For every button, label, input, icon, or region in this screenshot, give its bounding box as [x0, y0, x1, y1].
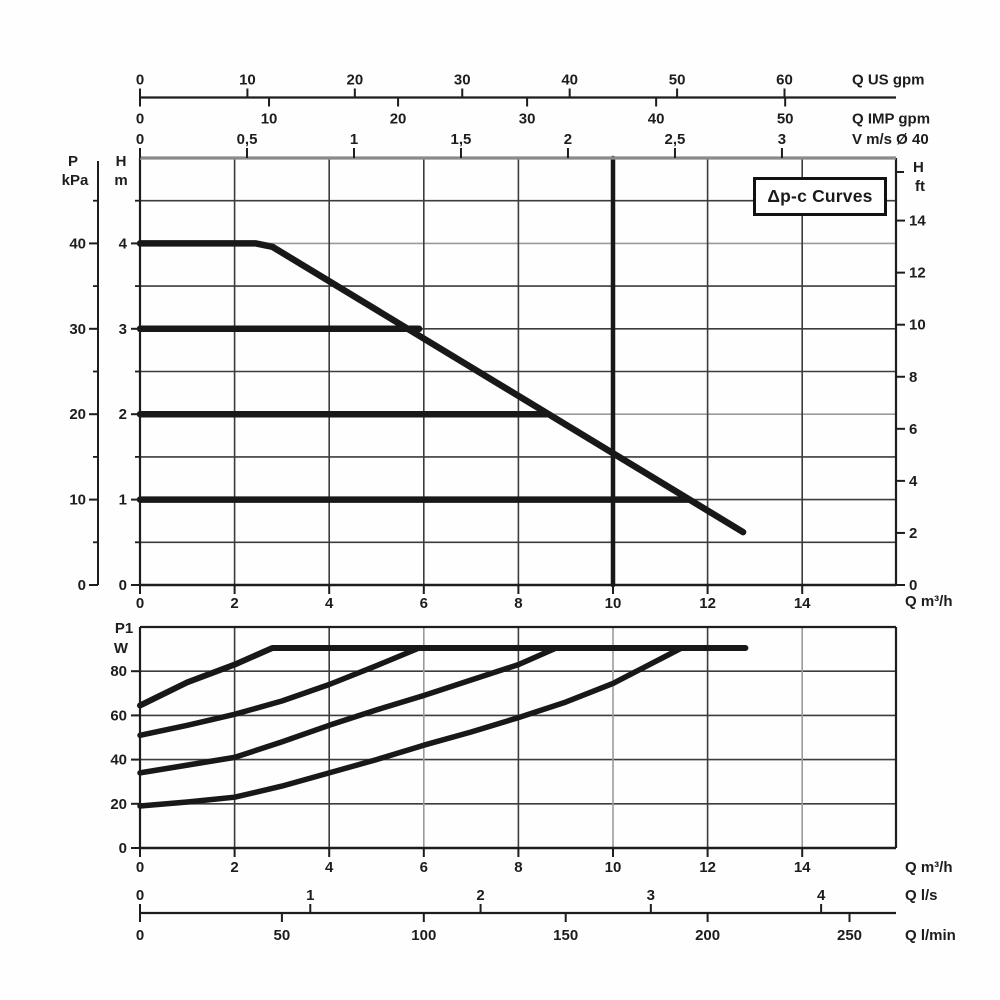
head-q-tick-label: 4: [325, 595, 334, 612]
imp-gpm-axis-title: Q IMP gpm: [852, 111, 930, 128]
h-ft-tick-label: 2: [909, 525, 917, 542]
ls-tick-label: 1: [306, 887, 314, 904]
h-m-axis-title: m: [114, 172, 127, 189]
p1-tick-label: 40: [110, 752, 127, 769]
h-ft-tick-label: 6: [909, 421, 917, 438]
velocity-tick-label: 2: [564, 131, 572, 148]
lmin-tick-label: 50: [274, 927, 291, 944]
h-m-tick-label: 1: [119, 492, 127, 509]
p1-tick-label: 80: [110, 663, 127, 680]
head-q-tick-label: 10: [605, 595, 622, 612]
head-q-tick-label: 2: [230, 595, 238, 612]
imp-gpm-tick-label: 50: [777, 111, 794, 128]
power-q-tick-label: 6: [420, 859, 428, 876]
ls-tick-label: 3: [647, 887, 655, 904]
dp-c-curves-label: Δp-c Curves: [753, 177, 887, 216]
power-h2: [137, 645, 559, 776]
head-q-tick-label: 0: [136, 595, 144, 612]
h-ft-tick-label: 8: [909, 369, 917, 386]
p-kpa-tick-label: 20: [69, 406, 86, 423]
velocity-tick-label: 2,5: [665, 131, 686, 148]
p-kpa-tick-label: 0: [78, 577, 86, 594]
h-ft-tick-label: 0: [909, 577, 917, 594]
velocity-tick-label: 1: [350, 131, 358, 148]
h-m-tick-label: 3: [119, 321, 127, 338]
us-gpm-tick-label: 20: [346, 72, 363, 89]
us-gpm-tick-label: 60: [776, 72, 793, 89]
h-m-tick-label: 0: [119, 577, 127, 594]
p-kpa-axis-title: P: [68, 153, 78, 170]
ls-tick-label: 4: [817, 887, 826, 904]
head-q-axis-title: Q m³/h: [905, 593, 953, 610]
imp-gpm-tick-label: 20: [390, 111, 407, 128]
ls-tick-label: 2: [476, 887, 484, 904]
us-gpm-axis-title: Q US gpm: [852, 72, 925, 89]
ls-axis-title: Q l/s: [905, 887, 938, 904]
h-ft-tick-label: 10: [909, 317, 926, 334]
h-m-axis-title: H: [116, 153, 127, 170]
velocity-tick-label: 0,5: [237, 131, 258, 148]
p-kpa-tick-label: 10: [69, 492, 86, 509]
head-q-tick-label: 8: [514, 595, 522, 612]
power-q-axis-title: Q m³/h: [905, 859, 953, 876]
h-m-tick-label: 4: [119, 235, 128, 252]
p-kpa-tick-label: 40: [69, 235, 86, 252]
p1-tick-label: 0: [119, 840, 127, 857]
imp-gpm-tick-label: 40: [648, 111, 665, 128]
power-q-tick-label: 8: [514, 859, 522, 876]
lmin-tick-label: 100: [411, 927, 436, 944]
power-h1: [137, 645, 685, 809]
lmin-tick-label: 250: [837, 927, 862, 944]
power-q-tick-label: 12: [699, 859, 716, 876]
p-kpa-axis-title: kPa: [62, 172, 89, 189]
velocity-tick-label: 0: [136, 131, 144, 148]
head-q-tick-label: 6: [420, 595, 428, 612]
p1-axis-title: W: [114, 640, 129, 657]
us-gpm-tick-label: 40: [561, 72, 578, 89]
lmin-tick-label: 0: [136, 927, 144, 944]
lmin-tick-label: 150: [553, 927, 578, 944]
us-gpm-tick-label: 0: [136, 72, 144, 89]
lmin-axis-title: Q l/min: [905, 927, 956, 944]
power-h3: [137, 645, 422, 739]
imp-gpm-tick-label: 0: [136, 111, 144, 128]
p1-tick-label: 60: [110, 707, 127, 724]
imp-gpm-tick-label: 30: [519, 111, 536, 128]
power-h4-max: [137, 645, 749, 709]
power-q-tick-label: 10: [605, 859, 622, 876]
p-kpa-tick-label: 30: [69, 321, 86, 338]
head-q-tick-label: 12: [699, 595, 716, 612]
p1-tick-label: 20: [110, 796, 127, 813]
us-gpm-tick-label: 10: [239, 72, 256, 89]
h-ft-axis-title: ft: [915, 178, 925, 195]
h-ft-axis-title: H: [913, 159, 924, 176]
ls-tick-label: 0: [136, 887, 144, 904]
h-ft-tick-label: 14: [909, 213, 926, 230]
power-q-tick-label: 2: [230, 859, 238, 876]
h-m-tick-label: 2: [119, 406, 127, 423]
power-q-tick-label: 14: [794, 859, 811, 876]
p1-axis-title: P1: [115, 620, 133, 637]
setpoint-h4-max-curve: [136, 240, 747, 536]
velocity-axis-title: V m/s Ø 40: [852, 131, 929, 148]
lmin-tick-label: 200: [695, 927, 720, 944]
power-q-tick-label: 0: [136, 859, 144, 876]
velocity-tick-label: 1,5: [451, 131, 472, 148]
us-gpm-tick-label: 50: [669, 72, 686, 89]
velocity-tick-label: 3: [778, 131, 786, 148]
imp-gpm-tick-label: 10: [261, 111, 278, 128]
h-ft-tick-label: 12: [909, 265, 926, 282]
power-q-tick-label: 4: [325, 859, 334, 876]
head-q-tick-label: 14: [794, 595, 811, 612]
us-gpm-tick-label: 30: [454, 72, 471, 89]
h-ft-tick-label: 4: [909, 473, 918, 490]
